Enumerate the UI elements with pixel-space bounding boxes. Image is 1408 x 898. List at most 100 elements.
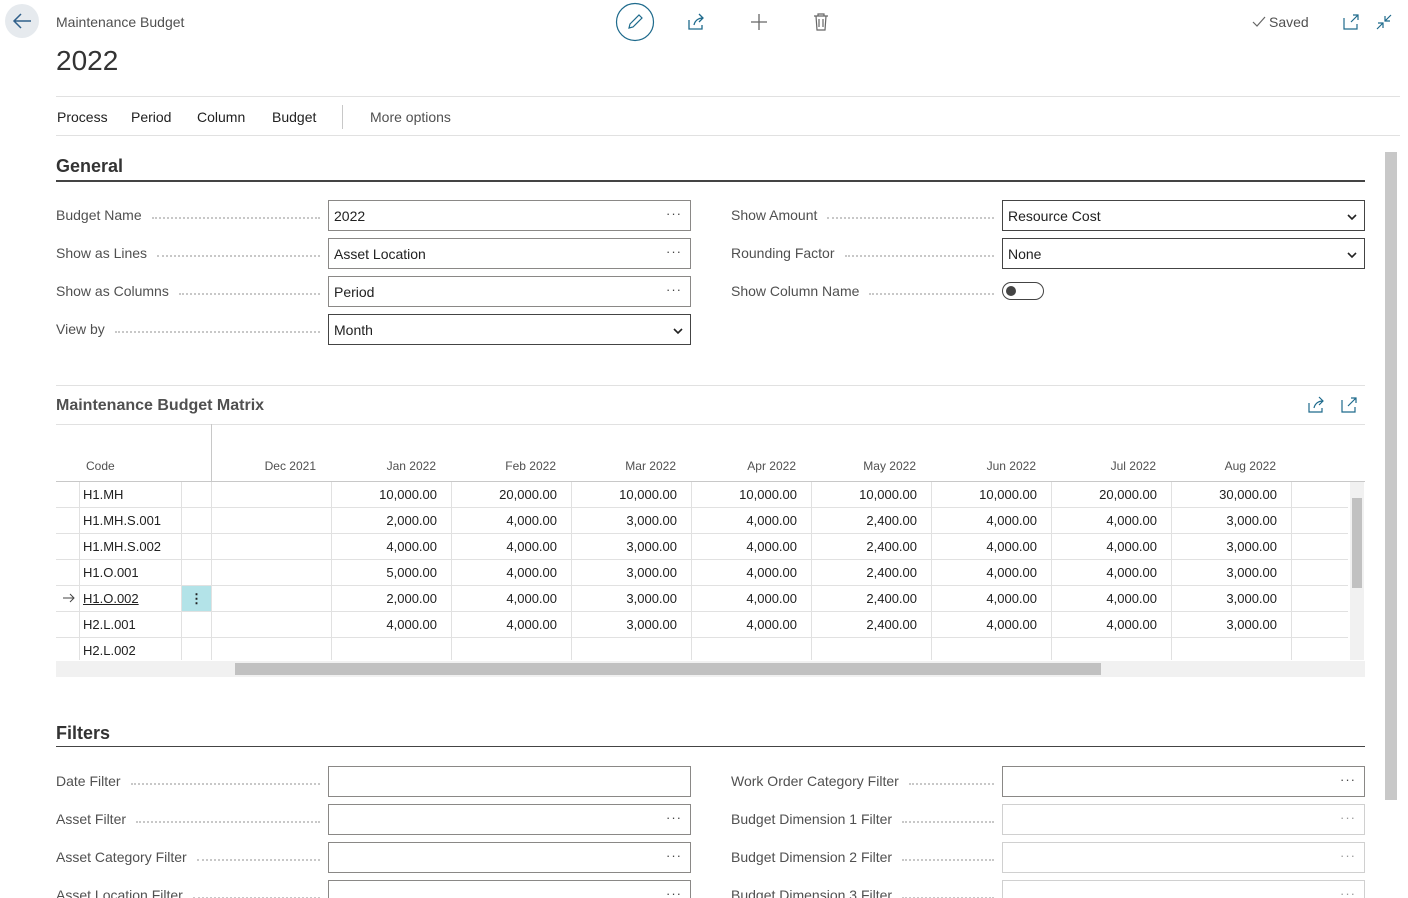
amount-cell[interactable] (932, 638, 1052, 660)
amount-cell[interactable]: 2,400.00 (812, 612, 932, 638)
amount-cell[interactable]: 3,000.00 (572, 534, 692, 560)
back-button[interactable] (4, 3, 40, 39)
input-box[interactable] (328, 766, 691, 797)
amount-cell[interactable]: 3,000.00 (1172, 560, 1292, 586)
amount-cell[interactable] (212, 534, 332, 560)
amount-cell[interactable] (212, 560, 332, 586)
amount-cell[interactable] (212, 586, 332, 612)
amount-cell[interactable] (212, 612, 332, 638)
amount-cell[interactable]: 4,000.00 (932, 508, 1052, 534)
row-menu[interactable] (182, 638, 212, 660)
amount-cell[interactable]: 2,000.00 (332, 508, 452, 534)
amount-cell[interactable]: 4,000.00 (932, 534, 1052, 560)
input-box[interactable]: ··· (1002, 766, 1365, 797)
amount-cell[interactable]: 4,000.00 (692, 586, 812, 612)
amount-cell[interactable]: 30,000.00 (1172, 482, 1292, 508)
amount-cell[interactable]: 2,000.00 (332, 586, 452, 612)
amount-cell[interactable] (1172, 638, 1292, 660)
row-menu[interactable] (182, 482, 212, 508)
amount-cell[interactable]: 4,000.00 (932, 612, 1052, 638)
amount-cell[interactable]: 3,000.00 (572, 508, 692, 534)
input-box[interactable]: ··· (1002, 880, 1365, 898)
matrix-hscroll[interactable] (56, 661, 1365, 677)
lookup-button[interactable]: ··· (666, 282, 682, 297)
amount-cell[interactable]: 2,400.00 (812, 560, 932, 586)
input-box[interactable]: 2022··· (328, 200, 691, 231)
amount-cell[interactable]: 20,000.00 (1052, 482, 1172, 508)
amount-cell[interactable]: 10,000.00 (932, 482, 1052, 508)
amount-cell[interactable] (812, 638, 932, 660)
amount-cell[interactable]: 20,000.00 (452, 482, 572, 508)
amount-cell[interactable] (692, 638, 812, 660)
row-code[interactable]: H1.MH.S.002 (80, 534, 182, 560)
lookup-button[interactable]: ··· (666, 810, 682, 825)
amount-cell[interactable]: 4,000.00 (452, 586, 572, 612)
amount-cell[interactable]: 4,000.00 (452, 612, 572, 638)
menu-action[interactable]: Period (131, 109, 171, 125)
amount-cell[interactable]: 4,000.00 (1052, 612, 1172, 638)
input-box[interactable]: ··· (328, 842, 691, 873)
input-box[interactable]: Asset Location··· (328, 238, 691, 269)
amount-cell[interactable]: 2,400.00 (812, 508, 932, 534)
row-menu[interactable] (182, 534, 212, 560)
input-box[interactable]: None (1002, 238, 1365, 269)
amount-cell[interactable]: 3,000.00 (1172, 586, 1292, 612)
row-menu[interactable] (182, 612, 212, 638)
input-box[interactable]: ··· (328, 880, 691, 898)
amount-cell[interactable]: 4,000.00 (692, 612, 812, 638)
amount-cell[interactable]: 4,000.00 (692, 508, 812, 534)
input-box[interactable]: Month (328, 314, 691, 345)
amount-cell[interactable] (452, 638, 572, 660)
amount-cell[interactable]: 10,000.00 (812, 482, 932, 508)
collapse-button[interactable] (1375, 13, 1393, 31)
row-code[interactable]: H2.L.001 (80, 612, 182, 638)
lookup-button[interactable]: ··· (666, 206, 682, 221)
input-box[interactable]: Period··· (328, 276, 691, 307)
input-box[interactable]: Resource Cost (1002, 200, 1365, 231)
amount-cell[interactable] (332, 638, 452, 660)
input-box[interactable]: ··· (1002, 842, 1365, 873)
lookup-button[interactable]: ··· (666, 848, 682, 863)
amount-cell[interactable]: 4,000.00 (1052, 586, 1172, 612)
row-code[interactable]: H1.MH (80, 482, 182, 508)
amount-cell[interactable]: 4,000.00 (692, 534, 812, 560)
amount-cell[interactable]: 2,400.00 (812, 586, 932, 612)
amount-cell[interactable] (212, 482, 332, 508)
matrix-vscroll[interactable] (1350, 482, 1364, 660)
lookup-button[interactable]: ··· (1340, 886, 1356, 898)
row-menu[interactable]: ⋮ (182, 586, 212, 612)
amount-cell[interactable]: 4,000.00 (332, 534, 452, 560)
lookup-button[interactable]: ··· (666, 244, 682, 259)
menu-action[interactable]: Column (197, 109, 245, 125)
amount-cell[interactable]: 3,000.00 (572, 612, 692, 638)
menu-action[interactable]: Process (57, 109, 108, 125)
amount-cell[interactable]: 4,000.00 (1052, 508, 1172, 534)
row-code[interactable]: H2.L.002 (80, 638, 182, 660)
input-box[interactable]: ··· (1002, 804, 1365, 835)
row-menu[interactable] (182, 560, 212, 586)
toggle[interactable] (1002, 282, 1044, 300)
amount-cell[interactable]: 4,000.00 (332, 612, 452, 638)
amount-cell[interactable]: 3,000.00 (572, 586, 692, 612)
amount-cell[interactable]: 10,000.00 (332, 482, 452, 508)
lookup-button[interactable]: ··· (666, 886, 682, 898)
amount-cell[interactable]: 4,000.00 (932, 586, 1052, 612)
amount-cell[interactable] (1052, 638, 1172, 660)
amount-cell[interactable]: 4,000.00 (1052, 560, 1172, 586)
amount-cell[interactable]: 4,000.00 (452, 534, 572, 560)
page-scrollbar[interactable] (1385, 152, 1397, 800)
amount-cell[interactable] (212, 638, 332, 660)
row-code[interactable]: H1.MH.S.001 (80, 508, 182, 534)
amount-cell[interactable]: 3,000.00 (1172, 534, 1292, 560)
input-box[interactable]: ··· (328, 804, 691, 835)
amount-cell[interactable]: 10,000.00 (572, 482, 692, 508)
amount-cell[interactable]: 4,000.00 (1052, 534, 1172, 560)
amount-cell[interactable]: 5,000.00 (332, 560, 452, 586)
amount-cell[interactable]: 4,000.00 (452, 508, 572, 534)
row-menu[interactable] (182, 508, 212, 534)
menu-action[interactable]: Budget (272, 109, 316, 125)
amount-cell[interactable] (212, 508, 332, 534)
amount-cell[interactable]: 4,000.00 (692, 560, 812, 586)
amount-cell[interactable]: 4,000.00 (452, 560, 572, 586)
amount-cell[interactable]: 3,000.00 (1172, 612, 1292, 638)
